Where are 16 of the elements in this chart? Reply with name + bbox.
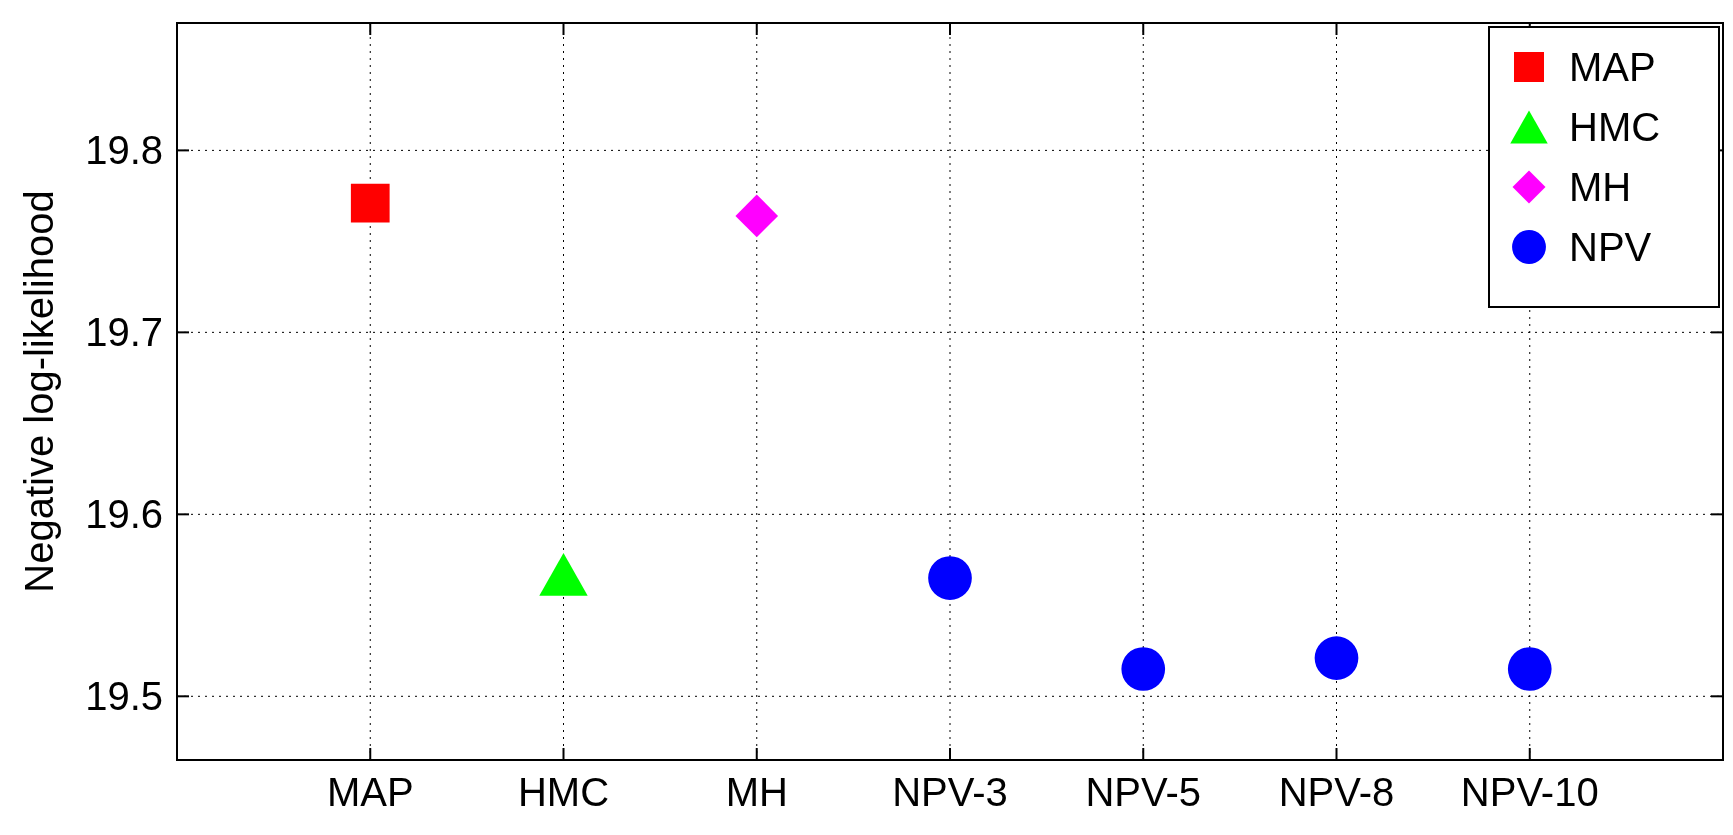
y-tick-label: 19.6 xyxy=(85,492,163,537)
legend-label: HMC xyxy=(1569,105,1661,149)
legend-label: NPV xyxy=(1569,225,1652,269)
y-axis-title: Negative log-likelihood xyxy=(17,190,61,593)
x-tick-label: NPV-3 xyxy=(892,770,1008,814)
x-tick-label: HMC xyxy=(517,770,610,814)
y-tick-label: 19.8 xyxy=(85,128,163,173)
y-tick-label: 19.7 xyxy=(85,310,163,355)
y-tick-label: 19.5 xyxy=(85,674,163,719)
legend-label: MAP xyxy=(1569,45,1656,89)
x-tick-label: MH xyxy=(725,770,788,814)
x-tick-label: NPV-8 xyxy=(1278,770,1395,814)
x-tick-label: NPV-5 xyxy=(1085,770,1202,814)
x-tick-label: MAP xyxy=(326,770,414,814)
legend-label: MH xyxy=(1569,165,1632,209)
x-tick-label: NPV-10 xyxy=(1460,770,1599,814)
